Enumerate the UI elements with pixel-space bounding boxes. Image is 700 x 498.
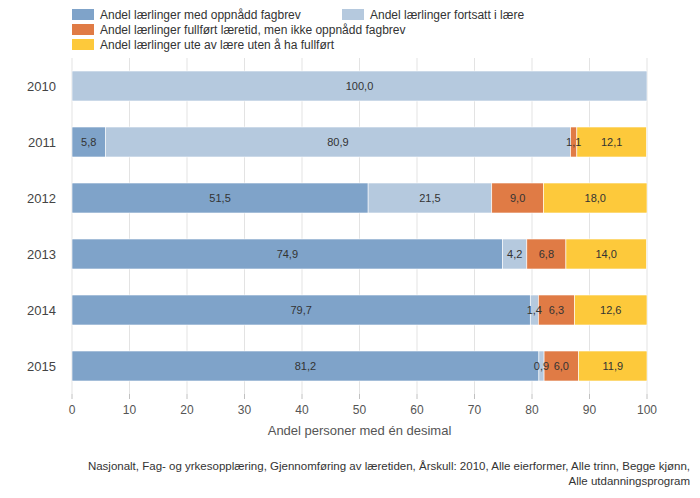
grid-line <box>647 58 648 394</box>
bar-segment <box>577 127 647 157</box>
tick-mark <box>129 394 130 399</box>
grid-line <box>244 58 245 394</box>
tick-label: 30 <box>238 403 252 417</box>
data-label: 4,2 <box>507 248 522 260</box>
tick-mark <box>244 394 245 399</box>
data-label: 74,9 <box>277 248 298 260</box>
legend-label: Andel lærlinger med oppnådd fagbrev <box>100 8 301 22</box>
data-label: 6,8 <box>539 248 554 260</box>
data-label: 81,2 <box>295 360 316 372</box>
bar-segment <box>575 295 647 325</box>
grid-line <box>129 58 130 394</box>
grid-line <box>359 58 360 394</box>
data-label: 79,7 <box>290 304 311 316</box>
tick-mark <box>72 394 73 399</box>
data-label: 80,9 <box>327 136 348 148</box>
data-label: 0,9 <box>534 360 549 372</box>
tick-label: 0 <box>69 403 76 417</box>
tick-mark <box>589 394 590 399</box>
grid: 0 10 20 30 40 50 60 70 80 90 100 <box>69 58 658 417</box>
bars <box>72 71 647 381</box>
bar-segment <box>72 183 368 213</box>
bar-segment <box>72 295 530 325</box>
category-label: 2015 <box>27 359 56 374</box>
grid-line <box>589 58 590 394</box>
category-axis: 2010 2011 2012 2013 2014 2015 <box>27 79 56 374</box>
tick-label: 90 <box>583 403 597 417</box>
bar-segment <box>544 351 579 381</box>
tick-label: 100 <box>637 403 657 417</box>
data-label: 12,1 <box>601 136 622 148</box>
bar-segment <box>538 295 574 325</box>
bar-segment <box>503 239 527 269</box>
bar-segment <box>72 71 647 101</box>
grid-line <box>187 58 188 394</box>
legend-label: Andel lærlinger fullført læretid, men ik… <box>100 23 405 37</box>
source-line: Nasjonalt, Fag- og yrkesopplæring, Gjenn… <box>88 460 690 472</box>
legend-swatch <box>72 39 94 50</box>
bar-segment <box>566 239 647 269</box>
tick-label: 70 <box>468 403 482 417</box>
category-label: 2012 <box>27 191 56 206</box>
legend-swatch <box>342 9 364 20</box>
legend-swatch <box>72 9 94 20</box>
bar-segment <box>368 183 492 213</box>
chart: 0 10 20 30 40 50 60 70 80 90 100 100,0 5,8 80,9 1,1 12,… <box>0 0 700 498</box>
data-label: 1,1 <box>566 136 581 148</box>
category-label: 2013 <box>27 247 56 262</box>
legend-label: Andel lærlinger fortsatt i lære <box>370 8 524 22</box>
source: Nasjonalt, Fag- og yrkesopplæring, Gjenn… <box>88 460 690 487</box>
tick-label: 10 <box>123 403 137 417</box>
data-label: 11,9 <box>602 360 623 372</box>
grid-line <box>417 58 418 394</box>
data-label: 51,5 <box>209 192 230 204</box>
category-label: 2011 <box>28 135 56 150</box>
tick-label: 60 <box>410 403 424 417</box>
data-label: 12,6 <box>600 304 621 316</box>
bar-segment <box>72 351 539 381</box>
tick-mark <box>187 394 188 399</box>
grid-line <box>532 58 533 394</box>
legend-swatch <box>72 24 94 35</box>
legend-label: Andel lærlinger ute av lære uten å ha fu… <box>100 38 335 52</box>
data-label: 14,0 <box>595 248 616 260</box>
bar-segment <box>72 239 503 269</box>
tick-mark <box>532 394 533 399</box>
tick-label: 20 <box>180 403 194 417</box>
bar-segment <box>72 127 105 157</box>
axis-label: Andel personer med én desimal <box>268 423 452 438</box>
tick-label: 40 <box>295 403 309 417</box>
tick-label: 50 <box>353 403 367 417</box>
data-label: 6,3 <box>549 304 564 316</box>
data-label: 21,5 <box>419 192 440 204</box>
tick-mark <box>647 394 648 399</box>
data-label: 9,0 <box>510 192 525 204</box>
grid-line <box>302 58 303 394</box>
bar-segment <box>579 351 647 381</box>
data-label: 6,0 <box>554 360 569 372</box>
tick-mark <box>417 394 418 399</box>
bar-segment <box>527 239 566 269</box>
grid-line <box>474 58 475 394</box>
category-label: 2010 <box>27 79 56 94</box>
data-label: 100,0 <box>346 80 374 92</box>
bar-segment <box>544 183 648 213</box>
tick-label: 80 <box>525 403 539 417</box>
category-label: 2014 <box>27 303 56 318</box>
bar-segment <box>105 127 570 157</box>
legend: Andel lærlinger med oppnådd fagbrevAndel… <box>72 8 524 52</box>
bar-segment <box>492 183 544 213</box>
data-labels: 100,0 5,8 80,9 1,1 12,1 51,5 21,5 9,0 18,0 74,9 4,… <box>81 80 623 372</box>
data-label: 18,0 <box>585 192 606 204</box>
tick-mark <box>302 394 303 399</box>
grid-line <box>72 58 73 394</box>
data-label: 5,8 <box>81 136 96 148</box>
tick-mark <box>474 394 475 399</box>
tick-mark <box>359 394 360 399</box>
data-label: 1,4 <box>527 304 542 316</box>
source-line: Alle utdanningsprogram <box>569 475 690 487</box>
